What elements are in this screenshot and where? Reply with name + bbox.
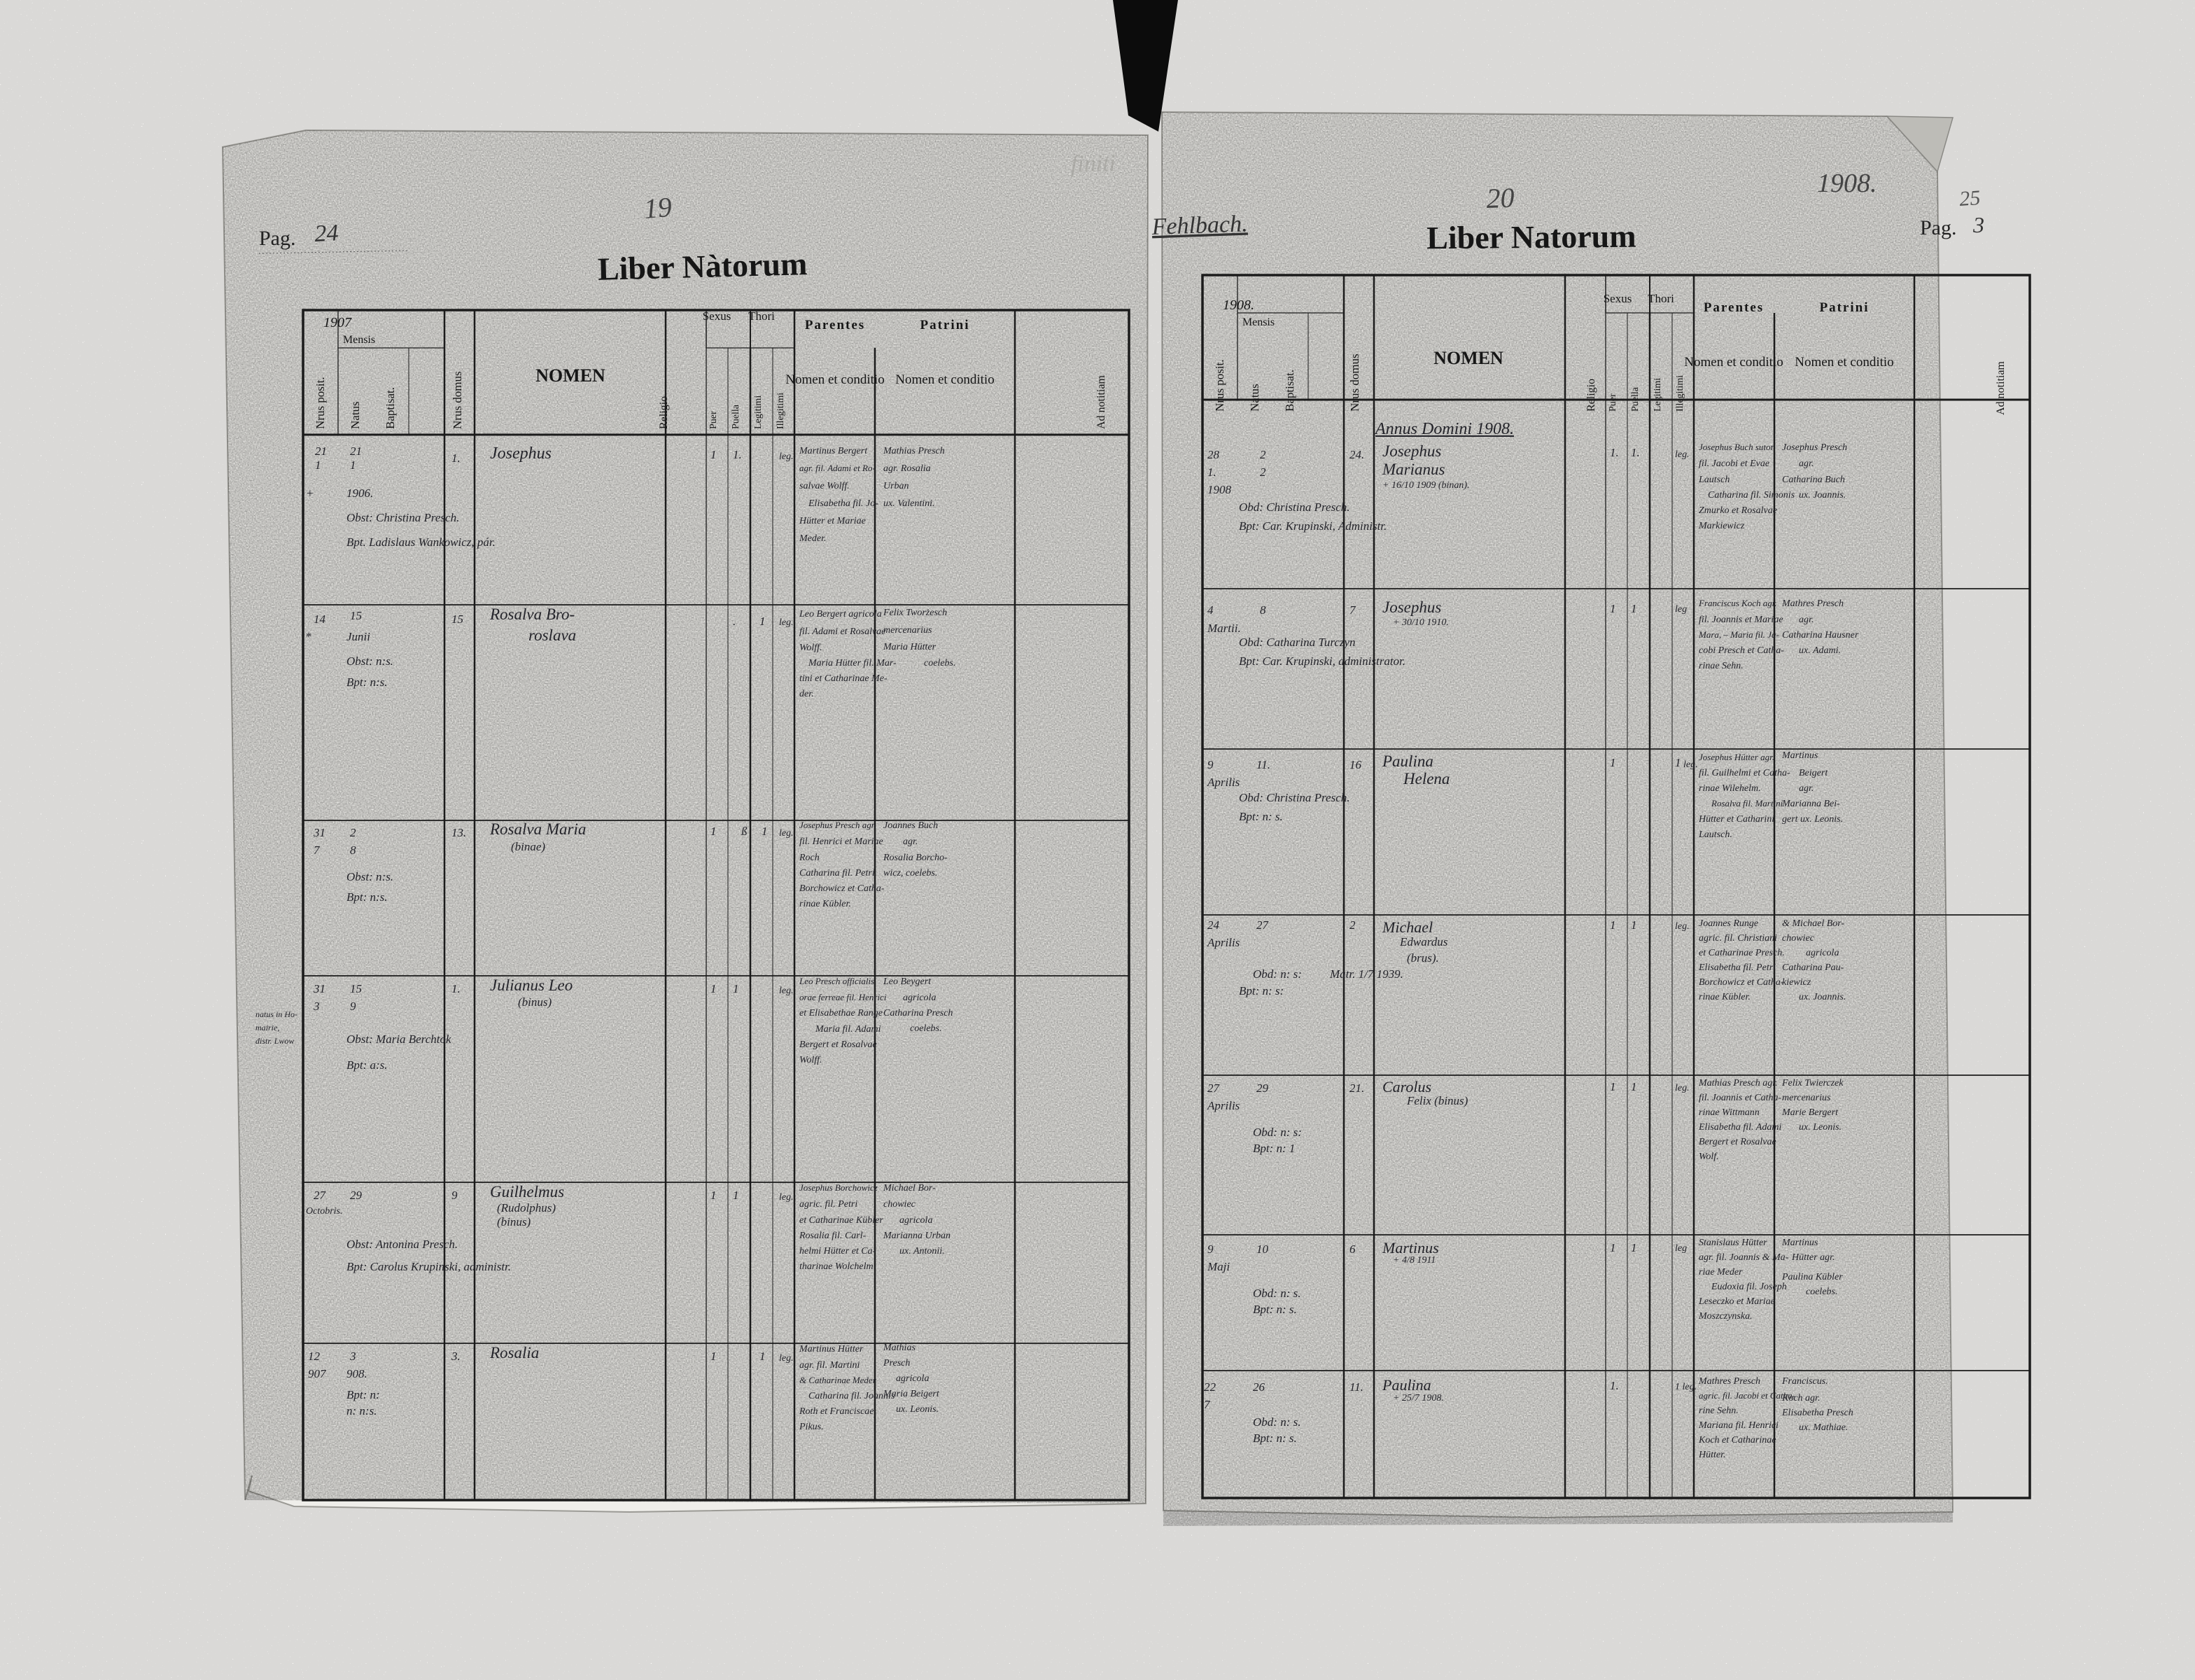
- svg-text:Thori: Thori: [1648, 292, 1674, 305]
- svg-text:NOMEN: NOMEN: [1433, 348, 1503, 368]
- svg-text:Liber Natorum: Liber Natorum: [1426, 218, 1636, 256]
- svg-text:Thori: Thori: [748, 309, 775, 323]
- svg-text:1908.: 1908.: [1817, 169, 1877, 198]
- svg-text:Mensis: Mensis: [343, 334, 375, 346]
- svg-text:Pag.: Pag.: [1920, 216, 1957, 239]
- svg-text:Pag.: Pag.: [259, 227, 296, 250]
- svg-text:Patrini: Patrini: [1820, 300, 1870, 315]
- svg-text:1907: 1907: [323, 315, 352, 330]
- svg-text:Mensis: Mensis: [1242, 316, 1275, 328]
- svg-text:Sexus: Sexus: [703, 309, 731, 323]
- svg-text:Nrus posit.: Nrus posit.: [314, 377, 327, 429]
- svg-text:Nomen et conditio: Nomen et conditio: [1795, 355, 1893, 370]
- svg-text:Parentes: Parentes: [1704, 300, 1764, 315]
- svg-text:NOMEN: NOMEN: [535, 365, 605, 386]
- svg-text:Patrini: Patrini: [920, 318, 970, 332]
- svg-text:19: 19: [643, 191, 673, 225]
- svg-text:Puella: Puella: [1630, 386, 1641, 412]
- svg-text:Puer: Puer: [1608, 393, 1618, 412]
- svg-text:Legitimi: Legitimi: [753, 396, 764, 429]
- svg-text:Fehlbach.: Fehlbach.: [1151, 211, 1248, 240]
- svg-text:Legitimi: Legitimi: [1653, 378, 1663, 412]
- svg-text:Illegitimi: Illegitimi: [1675, 375, 1685, 412]
- svg-text:Nrus domus: Nrus domus: [1348, 354, 1361, 412]
- svg-text:1908.: 1908.: [1223, 298, 1254, 313]
- svg-text:Nrus domus: Nrus domus: [451, 371, 464, 429]
- svg-text:Nomen et conditio: Nomen et conditio: [1684, 355, 1783, 370]
- svg-text:Baptisat.: Baptisat.: [384, 387, 397, 429]
- svg-text:25: 25: [1958, 186, 1981, 211]
- svg-text:Nrus posit.: Nrus posit.: [1213, 359, 1226, 412]
- svg-text:Puer: Puer: [708, 411, 719, 429]
- svg-text:3: 3: [1972, 212, 1984, 237]
- svg-text:20: 20: [1486, 182, 1515, 214]
- svg-text:Nomen et conditio: Nomen et conditio: [785, 372, 884, 387]
- svg-text:Liber Nàtorum: Liber Nàtorum: [597, 246, 808, 287]
- svg-text:24: 24: [314, 220, 339, 247]
- svg-text:Religio: Religio: [1585, 379, 1597, 412]
- svg-text:Puella: Puella: [731, 404, 741, 429]
- svg-text:Nomen et conditio: Nomen et conditio: [895, 372, 994, 387]
- svg-text:Ad notitiam: Ad notitiam: [1095, 375, 1107, 429]
- svg-text:Natus: Natus: [1248, 384, 1261, 412]
- svg-text:Natus: Natus: [349, 401, 362, 429]
- svg-text:Sexus: Sexus: [1604, 292, 1632, 305]
- svg-text:finiti: finiti: [1070, 150, 1116, 177]
- svg-text:Religio: Religio: [658, 396, 670, 429]
- svg-text:Illegitimi: Illegitimi: [776, 393, 786, 429]
- svg-text:Baptisat.: Baptisat.: [1283, 370, 1296, 412]
- svg-text:Ad notitiam: Ad notitiam: [1995, 361, 2007, 415]
- svg-text:Parentes: Parentes: [805, 318, 865, 332]
